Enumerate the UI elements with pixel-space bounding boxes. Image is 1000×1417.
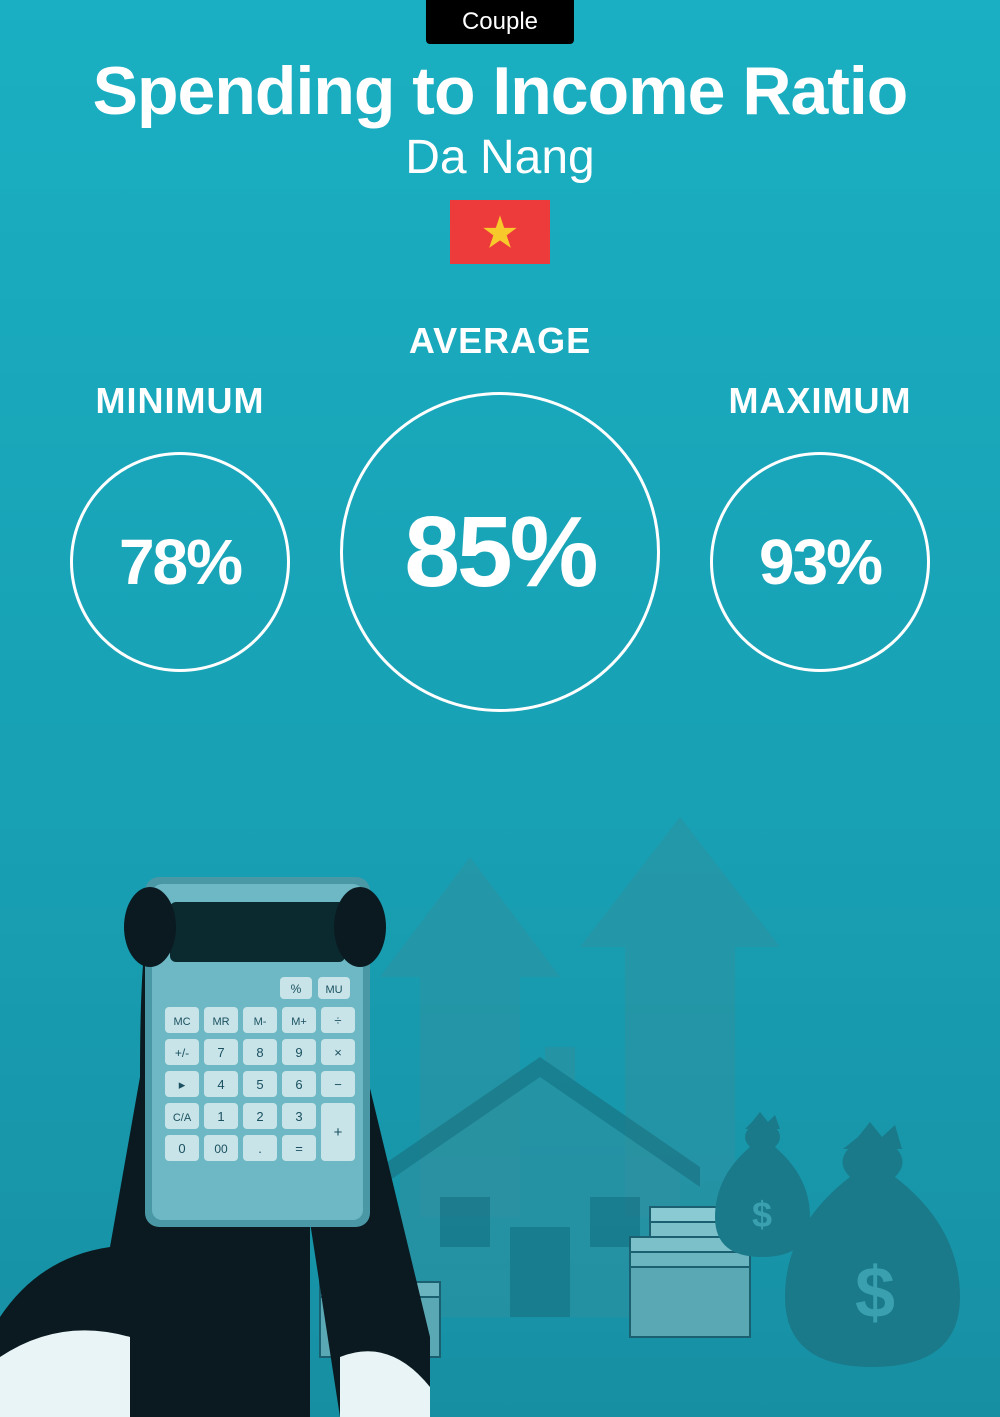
svg-text:MC: MC [173, 1016, 190, 1028]
svg-text:=: = [295, 1141, 303, 1156]
metrics-row: MINIMUM 78% AVERAGE 85% MAXIMUM 93% [0, 320, 1000, 712]
svg-text:MU: MU [325, 984, 342, 996]
svg-text:M+: M+ [291, 1016, 307, 1028]
svg-text:▸: ▸ [179, 1077, 186, 1092]
star-icon [480, 212, 520, 252]
svg-text:00: 00 [214, 1142, 228, 1156]
minimum-label: MINIMUM [96, 380, 265, 422]
minimum-circle: 78% [70, 452, 290, 672]
svg-text:9: 9 [295, 1045, 302, 1060]
svg-text:÷: ÷ [334, 1013, 341, 1028]
moneybag-icon: $ [785, 1122, 960, 1367]
svg-text:2: 2 [256, 1109, 263, 1124]
svg-text:+: + [334, 1124, 343, 1141]
svg-text:MR: MR [212, 1016, 229, 1028]
svg-text:6: 6 [295, 1077, 302, 1092]
svg-text:0: 0 [178, 1141, 185, 1156]
svg-text:3: 3 [295, 1109, 302, 1124]
metric-minimum: MINIMUM 78% [70, 380, 290, 672]
metric-average: AVERAGE 85% [340, 320, 660, 712]
svg-text:1: 1 [217, 1109, 224, 1124]
average-label: AVERAGE [409, 320, 591, 362]
page-title: Spending to Income Ratio [0, 52, 1000, 130]
minimum-value: 78% [119, 525, 241, 599]
location-subtitle: Da Nang [0, 130, 1000, 185]
svg-text:C/A: C/A [173, 1112, 192, 1124]
svg-text:8: 8 [256, 1045, 263, 1060]
svg-text:+/-: +/- [175, 1046, 189, 1060]
average-value: 85% [404, 495, 595, 610]
svg-text:$: $ [752, 1194, 772, 1235]
illustration: $ $ % MU MC MR M- M+ ÷ [0, 797, 1000, 1417]
svg-text:.: . [258, 1141, 262, 1156]
svg-text:$: $ [855, 1253, 895, 1333]
maximum-value: 93% [759, 525, 881, 599]
svg-text:5: 5 [256, 1077, 263, 1092]
country-flag [450, 200, 550, 264]
svg-text:M-: M- [254, 1016, 267, 1028]
svg-text:4: 4 [217, 1077, 224, 1092]
metric-maximum: MAXIMUM 93% [710, 380, 930, 672]
maximum-label: MAXIMUM [729, 380, 912, 422]
svg-text:%: % [291, 982, 302, 996]
svg-text:−: − [334, 1077, 342, 1092]
svg-text:×: × [334, 1045, 342, 1060]
category-badge: Couple [426, 0, 574, 44]
maximum-circle: 93% [710, 452, 930, 672]
average-circle: 85% [340, 392, 660, 712]
svg-text:7: 7 [217, 1045, 224, 1060]
